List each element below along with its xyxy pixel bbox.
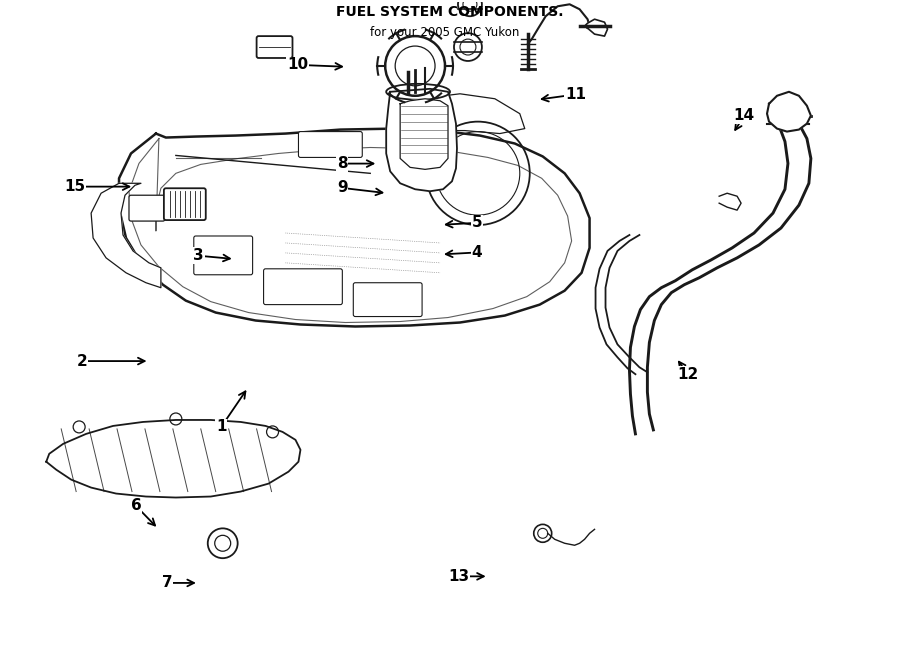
Text: 6: 6 <box>130 498 141 514</box>
Polygon shape <box>400 99 448 169</box>
Text: 1: 1 <box>216 420 227 434</box>
Text: FUEL SYSTEM COMPONENTS.: FUEL SYSTEM COMPONENTS. <box>337 5 563 19</box>
Polygon shape <box>548 522 595 545</box>
Text: for your 2005 GMC Yukon: for your 2005 GMC Yukon <box>370 26 530 39</box>
Polygon shape <box>91 183 161 288</box>
Text: 15: 15 <box>65 179 86 194</box>
Polygon shape <box>119 128 590 326</box>
FancyBboxPatch shape <box>164 188 206 220</box>
Text: 9: 9 <box>337 181 347 195</box>
Text: 10: 10 <box>287 58 308 72</box>
Text: 5: 5 <box>472 215 482 230</box>
Polygon shape <box>386 89 457 191</box>
Text: 4: 4 <box>472 245 482 260</box>
Text: 11: 11 <box>565 87 586 102</box>
Polygon shape <box>719 193 741 210</box>
FancyBboxPatch shape <box>354 283 422 316</box>
Text: 12: 12 <box>677 367 698 382</box>
FancyBboxPatch shape <box>264 269 342 305</box>
FancyBboxPatch shape <box>194 236 253 275</box>
FancyBboxPatch shape <box>256 36 292 58</box>
FancyBboxPatch shape <box>129 195 165 221</box>
Text: 7: 7 <box>162 575 173 591</box>
Text: 3: 3 <box>194 248 204 263</box>
FancyBboxPatch shape <box>299 132 363 158</box>
Text: 13: 13 <box>448 569 470 584</box>
Text: 2: 2 <box>76 354 87 369</box>
Polygon shape <box>767 92 811 132</box>
Polygon shape <box>585 19 608 36</box>
Text: 8: 8 <box>337 156 347 171</box>
Polygon shape <box>391 94 525 134</box>
Polygon shape <box>46 420 301 498</box>
Text: 14: 14 <box>734 108 755 123</box>
